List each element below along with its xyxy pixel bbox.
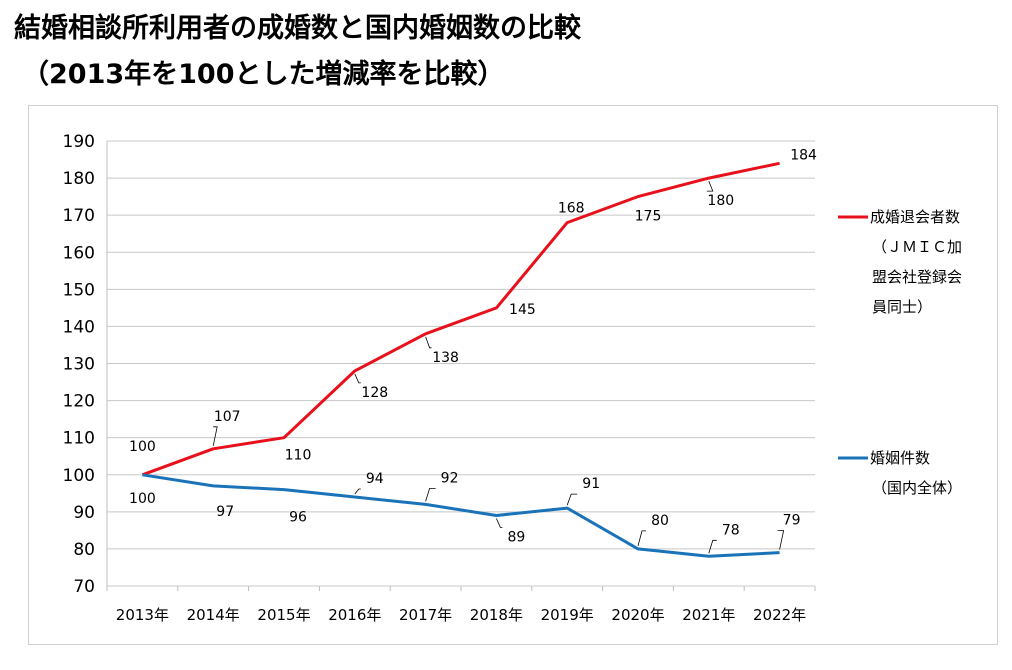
x-tick-label: 2018年 bbox=[470, 606, 523, 624]
data-label: 184 bbox=[790, 147, 817, 163]
x-tick-label: 2013年 bbox=[116, 606, 169, 624]
legend-entry: （ＪＭＩＣ加 bbox=[872, 238, 962, 256]
data-label: 91 bbox=[582, 476, 600, 492]
y-tick-label: 130 bbox=[63, 355, 95, 375]
x-tick-label: 2020年 bbox=[611, 606, 664, 624]
chart-subtitle: （2013年を100とした増減率を比較） bbox=[22, 59, 505, 90]
legend-entry: 成婚退会者数 bbox=[870, 208, 960, 226]
data-label: 97 bbox=[216, 504, 234, 520]
data-label: 100 bbox=[129, 491, 156, 507]
y-tick-label: 180 bbox=[63, 169, 95, 189]
data-label-leader bbox=[425, 487, 436, 502]
x-tick-label: 2021年 bbox=[682, 606, 735, 624]
legend-entry: 員同士） bbox=[872, 298, 932, 316]
legend-entry: （国内全体） bbox=[872, 479, 962, 497]
y-tick-label: 90 bbox=[73, 503, 95, 523]
data-label-leader bbox=[708, 539, 717, 554]
data-label-leader bbox=[706, 180, 714, 192]
x-tick-label: 2022年 bbox=[753, 606, 806, 624]
y-tick-label: 80 bbox=[73, 540, 95, 560]
data-label-leader bbox=[777, 530, 785, 550]
data-label: 94 bbox=[366, 471, 384, 487]
chart-frame bbox=[28, 105, 998, 645]
data-label-leader bbox=[496, 518, 503, 528]
data-label-leader bbox=[354, 488, 361, 495]
data-label: 80 bbox=[651, 513, 669, 529]
y-tick-label: 100 bbox=[63, 466, 95, 486]
x-tick-label: 2015年 bbox=[257, 606, 310, 624]
y-tick-label: 110 bbox=[63, 429, 95, 449]
data-label: 180 bbox=[707, 193, 734, 209]
data-label: 100 bbox=[129, 439, 156, 455]
legend-entry: 盟会社登録会 bbox=[872, 268, 962, 286]
data-label: 110 bbox=[285, 448, 312, 464]
data-label: 168 bbox=[558, 201, 585, 217]
x-tick-label: 2017年 bbox=[399, 606, 452, 624]
data-label-leader bbox=[425, 336, 432, 349]
y-tick-label: 170 bbox=[63, 206, 95, 226]
data-label-leader bbox=[212, 426, 218, 446]
series-line-blue bbox=[142, 473, 780, 558]
data-label: 92 bbox=[441, 470, 459, 486]
y-tick-label: 190 bbox=[63, 132, 95, 152]
legend-entry: 婚姻件数 bbox=[870, 449, 930, 467]
data-label-leader bbox=[637, 530, 646, 547]
data-label: 107 bbox=[214, 409, 241, 425]
data-label: 78 bbox=[722, 522, 740, 538]
y-tick-label: 70 bbox=[73, 577, 95, 597]
x-tick-label: 2016年 bbox=[328, 606, 381, 624]
data-label: 96 bbox=[289, 510, 307, 526]
data-label: 138 bbox=[432, 350, 459, 366]
data-label-leader bbox=[566, 493, 578, 506]
series-line-red bbox=[141, 161, 780, 477]
data-label: 79 bbox=[783, 513, 801, 529]
y-tick-label: 160 bbox=[63, 243, 95, 263]
data-label: 89 bbox=[507, 530, 525, 546]
data-label-leader bbox=[354, 373, 361, 384]
data-label: 128 bbox=[361, 385, 388, 401]
chart-title: 結婚相談所利用者の成婚数と国内婚姻数の比較 bbox=[14, 13, 581, 44]
y-tick-label: 150 bbox=[63, 280, 95, 300]
y-tick-label: 120 bbox=[63, 392, 95, 412]
x-tick-label: 2019年 bbox=[541, 606, 594, 624]
x-tick-label: 2014年 bbox=[187, 606, 240, 624]
data-label: 145 bbox=[509, 302, 536, 318]
y-tick-label: 140 bbox=[63, 317, 95, 337]
data-label: 175 bbox=[635, 209, 662, 225]
